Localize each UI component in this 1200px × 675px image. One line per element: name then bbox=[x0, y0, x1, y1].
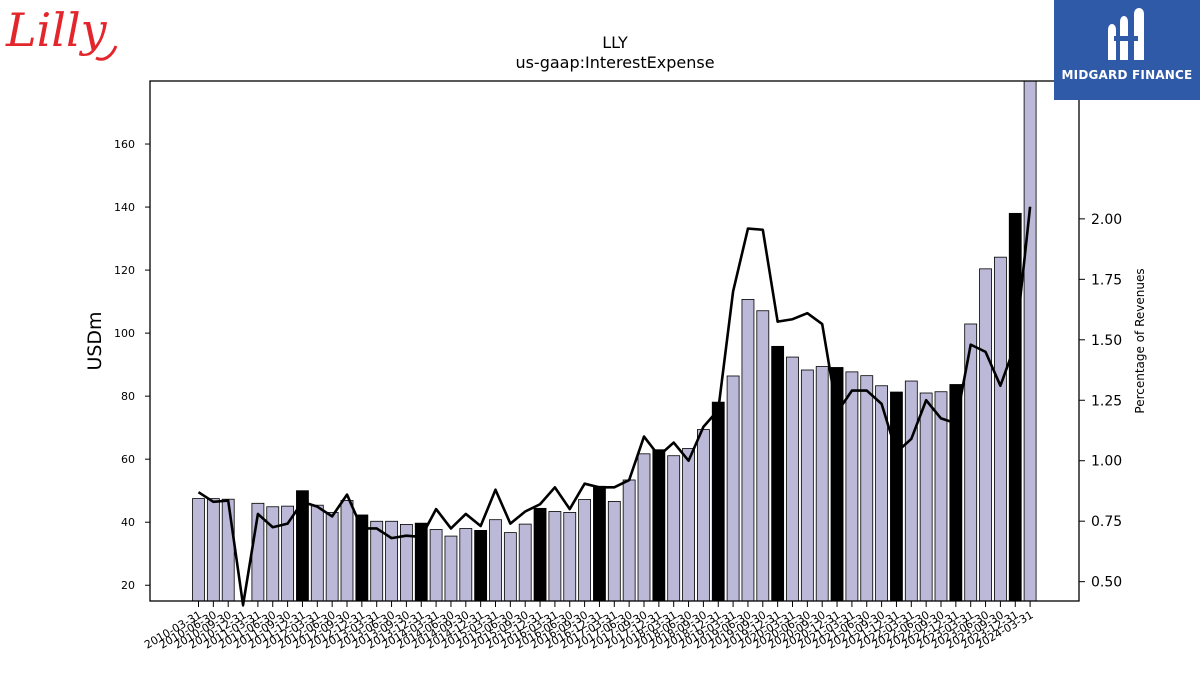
midgard-finance-logo: MIDGARD FINANCE bbox=[1054, 0, 1200, 100]
right-axis-ticks: 0.50 0.75 1.00 1.25 1.50 1.75 2.00 bbox=[1079, 212, 1122, 591]
y2-tick-label: 1.00 bbox=[1091, 454, 1122, 470]
bar-2023-09-30 bbox=[994, 256, 1007, 602]
bar-2022-03-31 bbox=[904, 380, 918, 602]
bar-2021-06-30 bbox=[860, 375, 874, 602]
bar-2017-12-31 bbox=[652, 449, 666, 602]
bar-2014-12-31 bbox=[474, 530, 488, 602]
bar-2021-03-31 bbox=[845, 371, 859, 602]
bar-2022-06-30 bbox=[919, 392, 933, 602]
bar-2014-06-30 bbox=[444, 535, 458, 602]
y2-axis-label: Percentage of Revenues bbox=[1133, 268, 1147, 413]
y-tick-label: 140 bbox=[114, 201, 135, 214]
bar-2014-03-31 bbox=[429, 529, 443, 602]
y-tick-label: 120 bbox=[114, 264, 135, 277]
y2-tick-label: 1.25 bbox=[1091, 393, 1122, 409]
bar-2022-09-30 bbox=[934, 391, 948, 602]
bar-2020-06-30 bbox=[800, 369, 814, 602]
bar-2015-06-30 bbox=[503, 532, 517, 602]
bar-2015-12-31 bbox=[533, 507, 547, 602]
percentage-of-revenues-line bbox=[197, 206, 1032, 607]
bar-2016-09-30 bbox=[578, 499, 591, 602]
bar-2024-03-31 bbox=[1023, 80, 1037, 602]
bar-2010-09-30 bbox=[221, 498, 235, 602]
bar-2017-03-31 bbox=[607, 501, 621, 602]
midgard-logo-text: MIDGARD FINANCE bbox=[1061, 68, 1193, 82]
bar-2012-06-30 bbox=[325, 512, 339, 602]
chart-title: LLY bbox=[602, 33, 628, 52]
y2-tick-label: 1.75 bbox=[1091, 272, 1122, 288]
bar-2011-06-30 bbox=[266, 506, 280, 602]
bar-2016-03-31 bbox=[548, 511, 562, 602]
bar-2019-09-30 bbox=[756, 310, 770, 602]
bar-2010-03-31 bbox=[192, 498, 205, 602]
bar-2015-03-31 bbox=[489, 519, 502, 602]
bar-2017-06-30 bbox=[622, 479, 636, 602]
bar-2019-06-30 bbox=[741, 298, 755, 602]
y-tick-label: 100 bbox=[114, 327, 135, 340]
bar-2017-09-30 bbox=[637, 453, 651, 602]
y-axis-label: USDm bbox=[84, 311, 106, 370]
bar-2015-09-30 bbox=[518, 523, 532, 602]
bar-2023-12-31 bbox=[1008, 212, 1022, 602]
bar-2019-03-31 bbox=[726, 375, 740, 602]
left-axis-ticks: 20 40 60 80 100 120 140 160 bbox=[114, 138, 150, 592]
bar-2016-12-31 bbox=[593, 485, 606, 602]
bar-2011-09-30 bbox=[281, 505, 295, 602]
y2-tick-label: 1.50 bbox=[1091, 333, 1122, 349]
y2-tick-label: 0.75 bbox=[1091, 514, 1122, 530]
lilly-logo-text: Lilly bbox=[5, 3, 108, 57]
y2-tick-label: 0.50 bbox=[1091, 575, 1122, 591]
midgard-mark-icon bbox=[1108, 8, 1144, 60]
bar-2012-09-30 bbox=[340, 500, 354, 602]
bar-2018-09-30 bbox=[697, 429, 710, 602]
bar-2020-12-31 bbox=[830, 367, 844, 602]
bar-2014-09-30 bbox=[459, 528, 473, 602]
y-tick-label: 20 bbox=[121, 579, 135, 592]
bar-2020-03-31 bbox=[786, 356, 799, 602]
bar-2018-12-31 bbox=[711, 401, 725, 602]
bar-2019-12-31 bbox=[771, 345, 785, 602]
y-tick-label: 80 bbox=[121, 390, 135, 403]
bar-2020-09-30 bbox=[815, 366, 829, 602]
bar-2021-12-31 bbox=[890, 391, 903, 602]
bar-2013-03-31 bbox=[370, 520, 384, 602]
chart-subtitle: us-gaap:InterestExpense bbox=[515, 53, 714, 72]
bar-2012-03-31 bbox=[310, 504, 324, 602]
y-tick-label: 160 bbox=[114, 138, 135, 151]
y2-tick-label: 2.00 bbox=[1091, 212, 1122, 228]
x-axis-ticks: 2010-03-312010-06-302010-09-302010-12-31… bbox=[142, 601, 1036, 652]
bar-2018-06-30 bbox=[682, 448, 695, 602]
y-tick-label: 40 bbox=[121, 516, 135, 529]
bar-2010-06-30 bbox=[206, 498, 220, 602]
bar-2016-06-30 bbox=[563, 512, 577, 602]
bar-2023-06-30 bbox=[979, 268, 992, 602]
bar-2018-03-31 bbox=[667, 455, 681, 602]
bar-2013-06-30 bbox=[385, 520, 398, 602]
lilly-logo: Lilly bbox=[4, 2, 120, 70]
y-tick-label: 60 bbox=[121, 453, 135, 466]
bar-series bbox=[192, 80, 1037, 602]
